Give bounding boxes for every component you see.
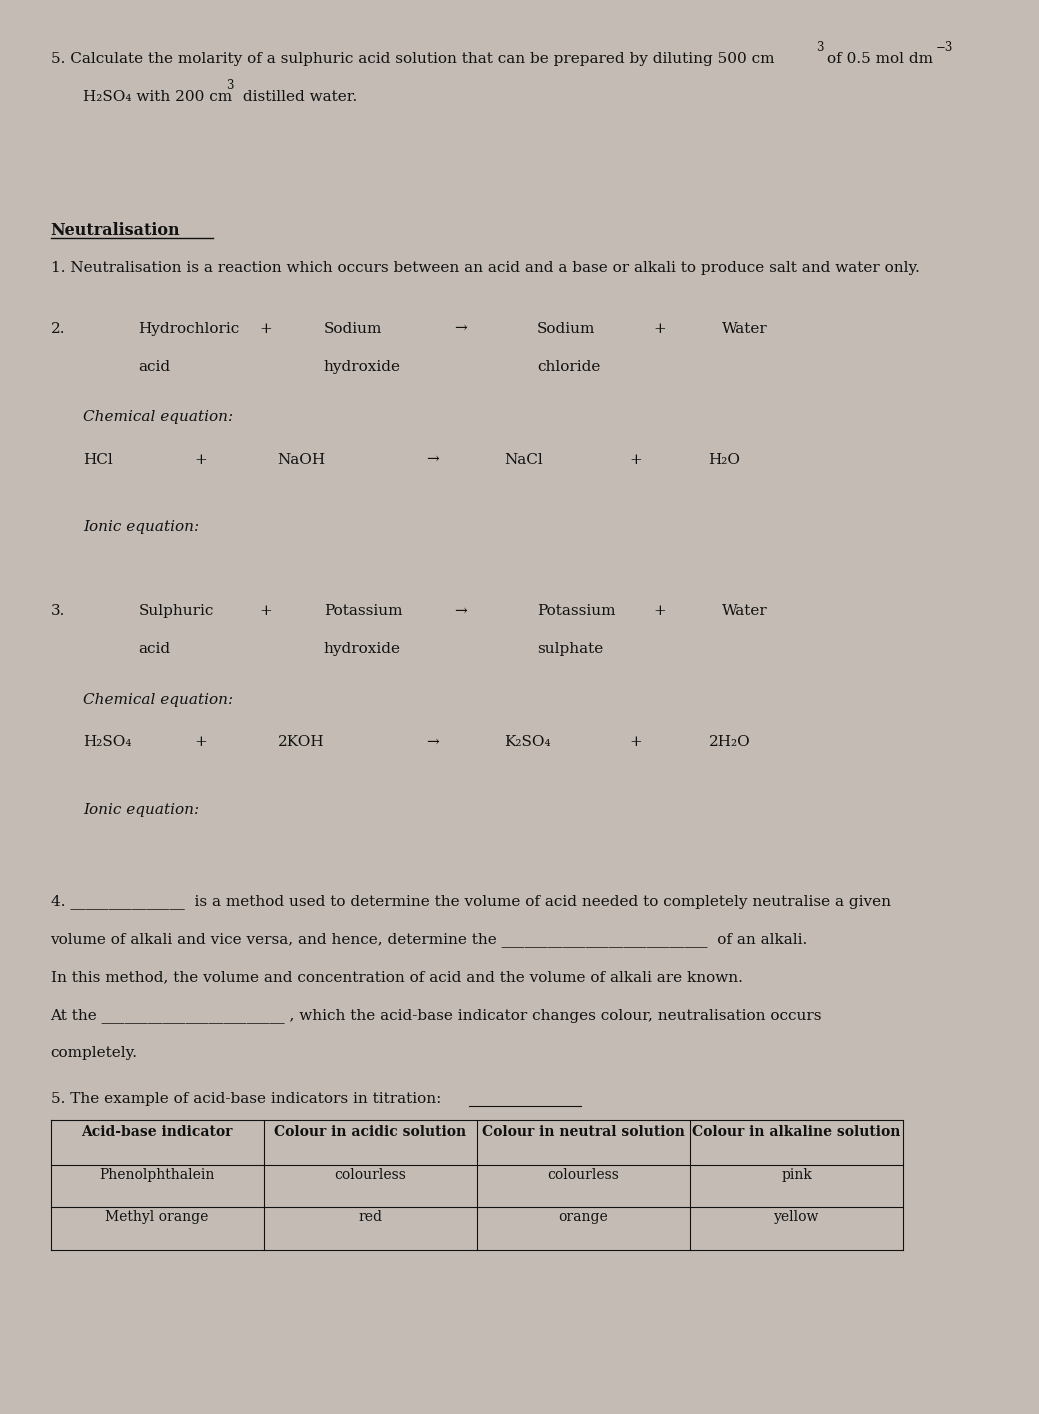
Text: Neutralisation: Neutralisation	[51, 222, 180, 239]
Text: colourless: colourless	[335, 1168, 406, 1182]
Text: 5. The example of acid-base indicators in titration:: 5. The example of acid-base indicators i…	[51, 1092, 441, 1106]
Text: Ionic equation:: Ionic equation:	[83, 520, 199, 534]
Text: 4. _______________  is a method used to determine the volume of acid needed to c: 4. _______________ is a method used to d…	[51, 894, 890, 909]
Text: of 0.5 mol dm: of 0.5 mol dm	[827, 52, 933, 66]
Text: hydroxide: hydroxide	[324, 359, 401, 373]
Text: At the ________________________ , which the acid-base indicator changes colour, : At the ________________________ , which …	[51, 1008, 822, 1022]
Text: Methyl orange: Methyl orange	[105, 1210, 209, 1225]
Text: HCl: HCl	[83, 452, 112, 467]
Text: 3: 3	[227, 79, 234, 92]
Text: acid: acid	[138, 359, 170, 373]
Text: →: →	[426, 452, 438, 467]
Text: hydroxide: hydroxide	[324, 642, 401, 656]
Text: 2.: 2.	[51, 322, 65, 337]
Text: In this method, the volume and concentration of acid and the volume of alkali ar: In this method, the volume and concentra…	[51, 970, 743, 984]
Text: +: +	[194, 735, 207, 749]
Text: 2H₂O: 2H₂O	[709, 735, 750, 749]
Text: acid: acid	[138, 642, 170, 656]
Text: Colour in neutral solution: Colour in neutral solution	[482, 1124, 685, 1138]
Text: 1. Neutralisation is a reaction which occurs between an acid and a base or alkal: 1. Neutralisation is a reaction which oc…	[51, 262, 920, 276]
Text: Acid-base indicator: Acid-base indicator	[81, 1124, 233, 1138]
Text: 5. Calculate the molarity of a sulphuric acid solution that can be prepared by d: 5. Calculate the molarity of a sulphuric…	[51, 52, 774, 66]
Text: →: →	[454, 604, 467, 618]
Text: Water: Water	[722, 604, 768, 618]
Text: 3.: 3.	[51, 604, 64, 618]
Text: volume of alkali and vice versa, and hence, determine the ______________________: volume of alkali and vice versa, and hen…	[51, 932, 807, 947]
Text: colourless: colourless	[548, 1168, 619, 1182]
Text: Ionic equation:: Ionic equation:	[83, 803, 199, 817]
Text: Sulphuric: Sulphuric	[138, 604, 214, 618]
Text: H₂SO₄ with 200 cm: H₂SO₄ with 200 cm	[83, 90, 232, 103]
Text: +: +	[652, 322, 666, 337]
Text: Colour in alkaline solution: Colour in alkaline solution	[692, 1124, 901, 1138]
Text: Colour in acidic solution: Colour in acidic solution	[274, 1124, 467, 1138]
Text: +: +	[652, 604, 666, 618]
Text: yellow: yellow	[774, 1210, 819, 1225]
Text: NaCl: NaCl	[505, 452, 543, 467]
Text: sulphate: sulphate	[537, 642, 604, 656]
Text: →: →	[454, 322, 467, 337]
Text: completely.: completely.	[51, 1046, 137, 1059]
Text: H₂O: H₂O	[709, 452, 741, 467]
Text: →: →	[426, 735, 438, 749]
Text: +: +	[630, 735, 642, 749]
Text: red: red	[358, 1210, 382, 1225]
Text: NaOH: NaOH	[277, 452, 325, 467]
Text: Hydrochloric: Hydrochloric	[138, 322, 240, 337]
Text: Chemical equation:: Chemical equation:	[83, 410, 233, 424]
Text: chloride: chloride	[537, 359, 601, 373]
Text: +: +	[630, 452, 642, 467]
Text: Sodium: Sodium	[324, 322, 382, 337]
Text: Sodium: Sodium	[537, 322, 595, 337]
Text: +: +	[259, 322, 272, 337]
Text: K₂SO₄: K₂SO₄	[505, 735, 552, 749]
Text: Water: Water	[722, 322, 768, 337]
Text: 3: 3	[816, 41, 824, 54]
Text: +: +	[194, 452, 207, 467]
Text: pink: pink	[781, 1168, 812, 1182]
Text: Potassium: Potassium	[537, 604, 615, 618]
Text: H₂SO₄: H₂SO₄	[83, 735, 132, 749]
Text: 2KOH: 2KOH	[277, 735, 324, 749]
Text: orange: orange	[559, 1210, 608, 1225]
Text: +: +	[259, 604, 272, 618]
Text: −3: −3	[935, 41, 953, 54]
Text: distilled water.: distilled water.	[238, 90, 357, 103]
Text: Potassium: Potassium	[324, 604, 402, 618]
Text: Chemical equation:: Chemical equation:	[83, 693, 233, 707]
Text: Phenolphthalein: Phenolphthalein	[100, 1168, 215, 1182]
